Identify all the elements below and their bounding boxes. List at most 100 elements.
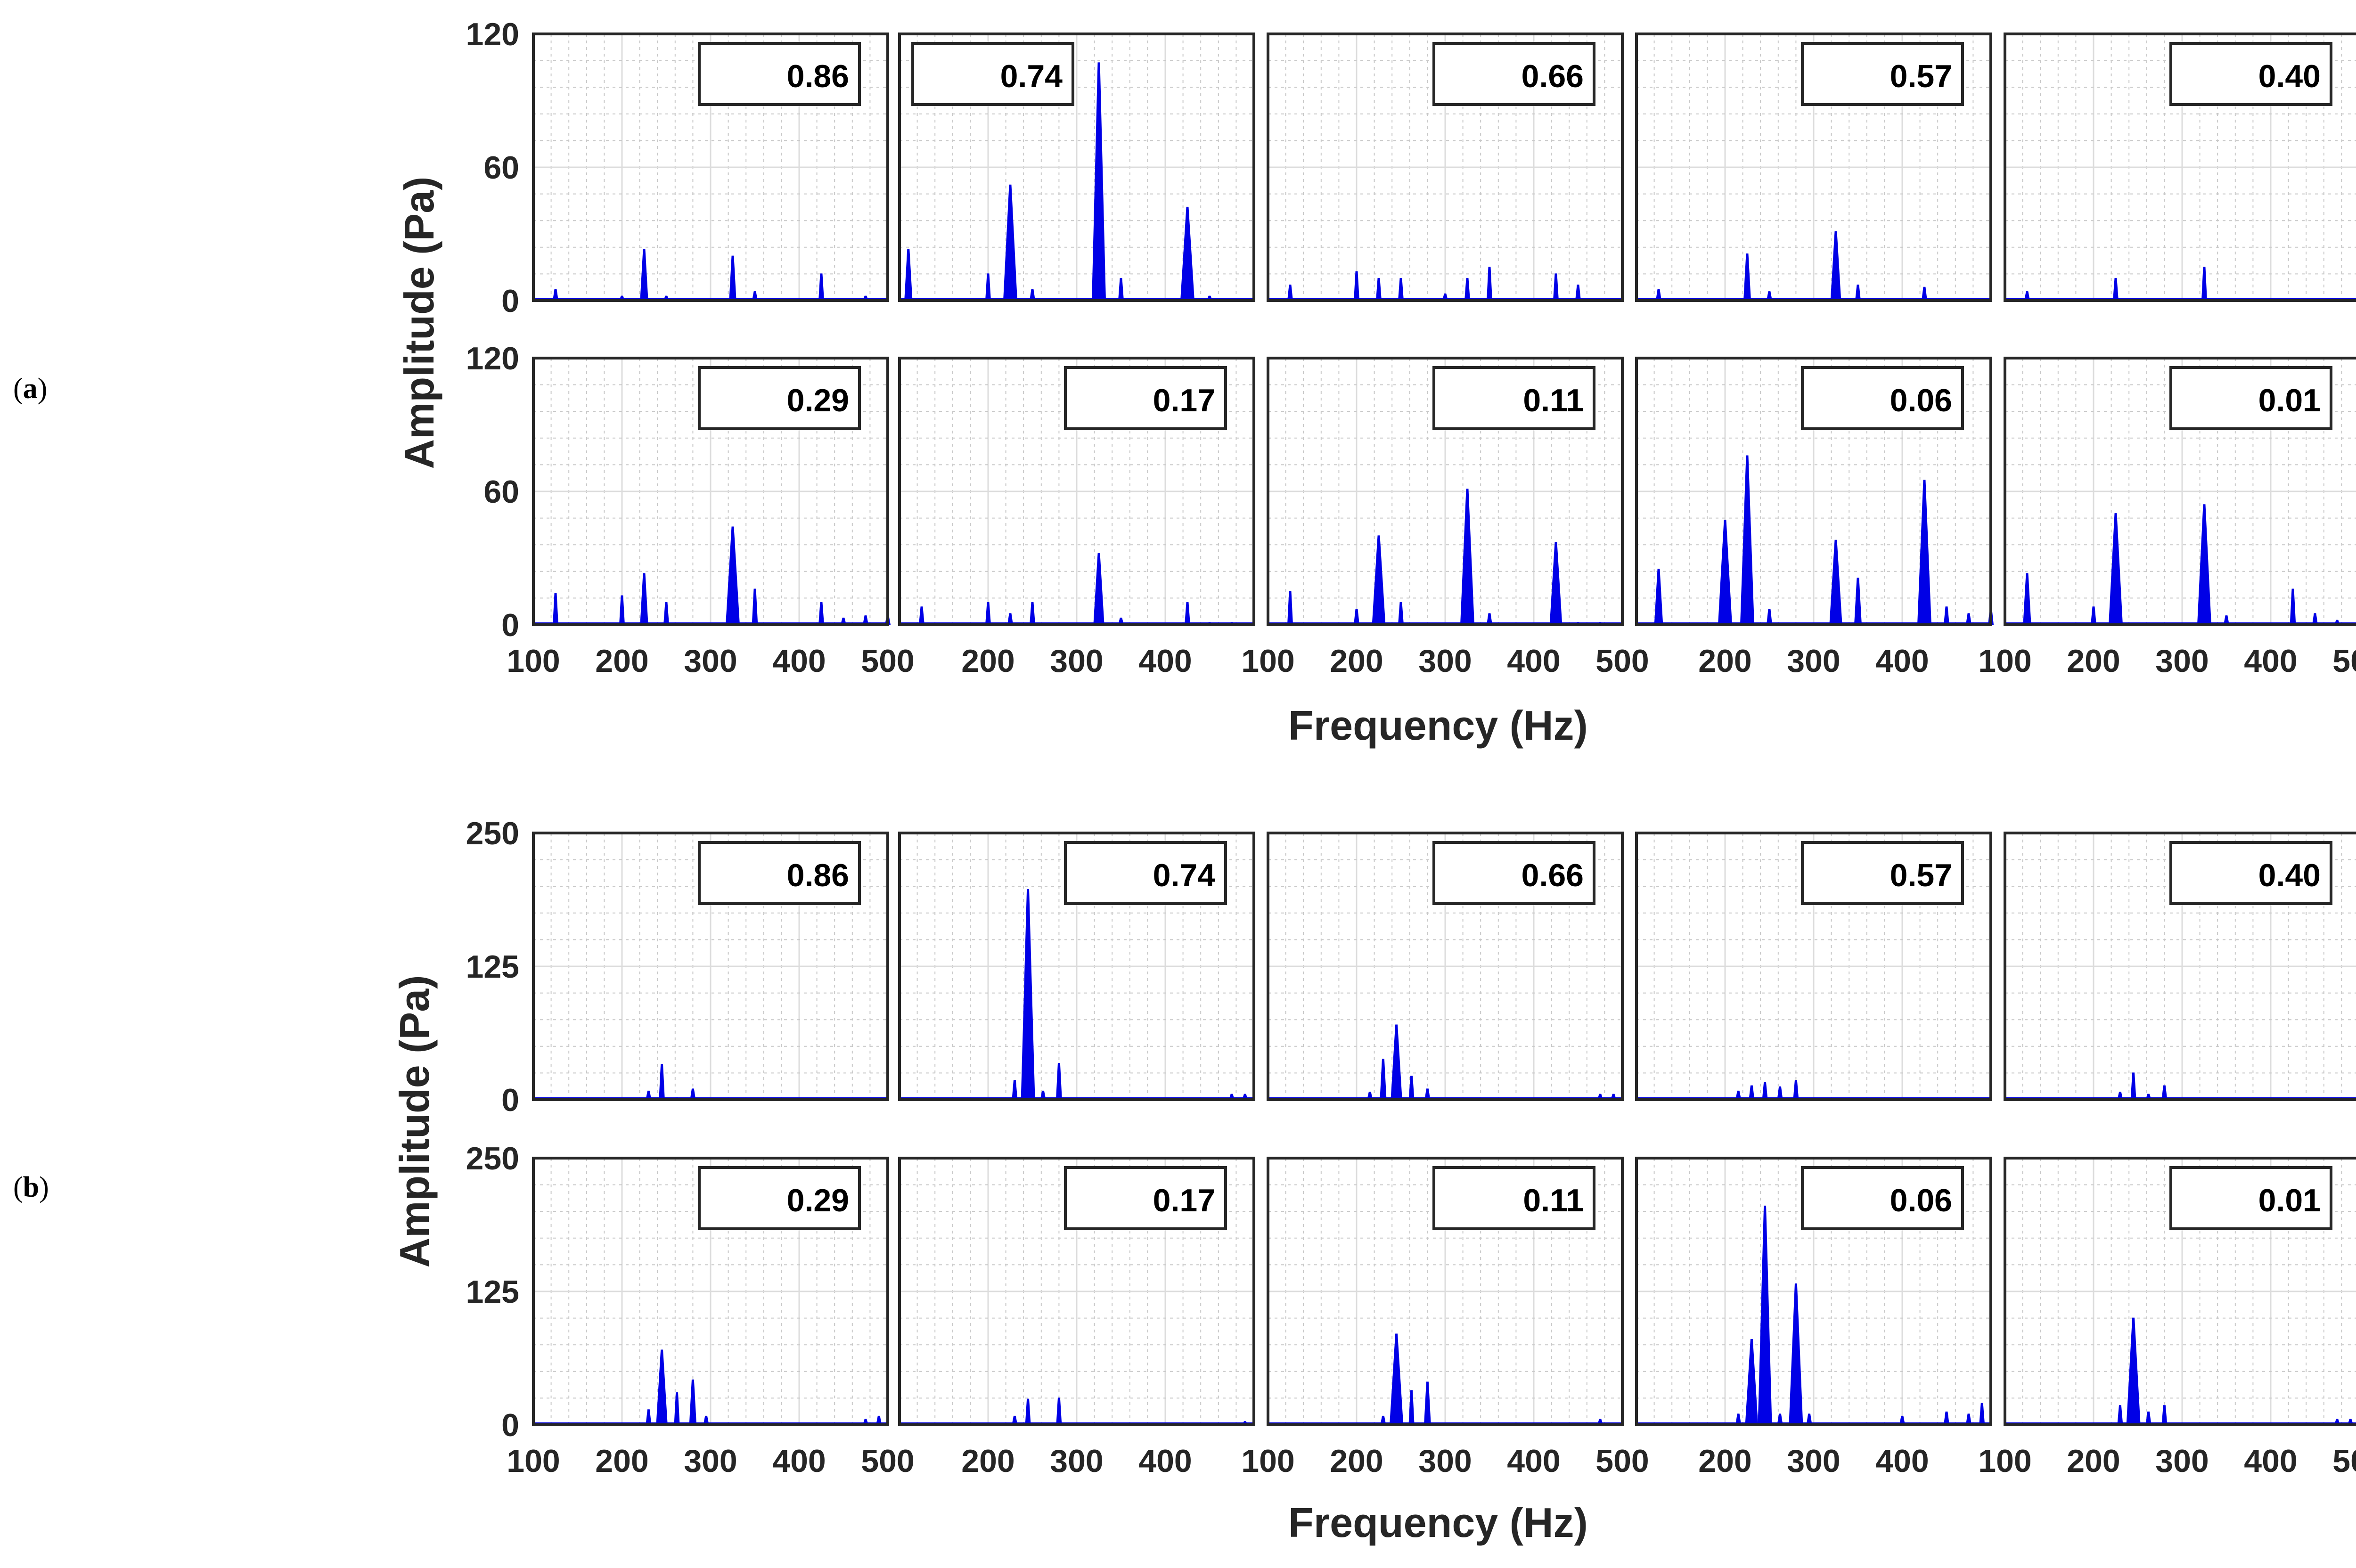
axes-frame <box>898 357 1255 626</box>
x-tick-label: 100 <box>1978 1443 2031 1479</box>
legend-box <box>1801 841 1964 905</box>
legend-label: 0.29 <box>787 1183 849 1218</box>
x-tick-label: 400 <box>772 1443 826 1479</box>
subplot-b-3-4: 0.01 100 200 300 400 500 <box>1978 1157 2356 1479</box>
axes-frame <box>2004 357 2356 626</box>
x-tick-label: 100 <box>1241 643 1294 679</box>
x-tick-label: 300 <box>1050 1443 1103 1479</box>
legend-box <box>698 841 861 905</box>
legend-label: 0.01 <box>2258 1183 2321 1218</box>
y-axis-label-a: Amplitude (Pa) <box>396 177 442 469</box>
legend-label: 0.06 <box>1890 1183 1952 1218</box>
x-tick-label: 200 <box>1698 1443 1751 1479</box>
axes-frame <box>898 33 1255 302</box>
x-tick-label: 400 <box>2244 643 2297 679</box>
subplot-b-3-3: 0.06 200 300 400 <box>1635 1157 1992 1479</box>
x-tick-label: 200 <box>961 1443 1014 1479</box>
x-tick-label: 100 <box>1978 643 2031 679</box>
legend-label: 0.86 <box>787 858 849 893</box>
x-tick-label: 400 <box>1138 1443 1192 1479</box>
subplot-b-2-4: 0.40 <box>2004 832 2356 1101</box>
x-tick-label: 500 <box>1595 643 1649 679</box>
legend-box <box>1801 1166 1964 1230</box>
x-tick-label: 400 <box>1875 643 1929 679</box>
part-label-a: (a) <box>13 373 47 405</box>
x-tick-label: 200 <box>595 1443 648 1479</box>
legend-box <box>911 42 1074 106</box>
legend-box <box>2169 42 2332 106</box>
subplot-a-1-0: 0.29 0 60 120 100 200 300 400 500 <box>466 341 915 679</box>
legend-label: 0.01 <box>2258 383 2321 418</box>
y-tick-label: 250 <box>466 816 519 851</box>
axes-frame <box>532 1157 889 1426</box>
subplot-a-1-1: 0.17 200 300 400 <box>898 357 1255 679</box>
legend-box <box>2169 841 2332 905</box>
x-tick-label: 200 <box>1330 643 1383 679</box>
legend-label: 0.66 <box>1522 58 1584 94</box>
axes-frame <box>2004 33 2356 302</box>
part-label-b: (b) <box>13 1171 49 1203</box>
axes-frame <box>1635 33 1992 302</box>
axes-frame <box>1635 357 1992 626</box>
y-tick-label: 0 <box>501 283 519 319</box>
x-tick-label: 100 <box>507 1443 560 1479</box>
subplot-a-1-3: 0.06 200 300 400 <box>1635 357 1994 679</box>
y-tick-label: 0 <box>501 1082 519 1118</box>
x-tick-label: 400 <box>1138 643 1192 679</box>
y-tick-label: 0 <box>501 607 519 643</box>
x-tick-label: 400 <box>1507 643 1560 679</box>
subplot-a-0-2: 0.66 <box>1267 33 1624 302</box>
legend-box <box>1801 366 1964 430</box>
legend-box <box>1064 841 1227 905</box>
y-tick-label: 125 <box>466 1274 519 1310</box>
x-tick-label: 300 <box>2155 643 2209 679</box>
x-tick-label: 400 <box>772 643 826 679</box>
legend-label: 0.57 <box>1890 858 1952 893</box>
axes-frame <box>1635 832 1992 1101</box>
axes-frame <box>898 1157 1255 1426</box>
subplot-b-2-2: 0.66 <box>1267 832 1624 1101</box>
x-tick-label: 500 <box>861 643 914 679</box>
axes-frame <box>2004 832 2356 1101</box>
legend-label: 0.57 <box>1890 58 1952 94</box>
subplot-a-0-1: 0.74 <box>898 33 1255 302</box>
legend-label: 0.66 <box>1522 858 1584 893</box>
legend-box <box>1064 366 1227 430</box>
x-axis-label-b: Frequency (Hz) <box>1288 1499 1588 1546</box>
x-tick-label: 300 <box>1787 1443 1840 1479</box>
x-axis-label-a: Frequency (Hz) <box>1288 702 1588 749</box>
legend-label: 0.17 <box>1153 383 1215 418</box>
legend-label: 0.06 <box>1890 383 1952 418</box>
y-tick-label: 125 <box>466 949 519 985</box>
x-tick-label: 100 <box>507 643 560 679</box>
x-tick-label: 200 <box>961 643 1014 679</box>
x-tick-label: 300 <box>1050 643 1103 679</box>
subplot-b-2-0: 0.86 0 125 250 <box>466 816 889 1118</box>
axes-frame <box>1267 33 1624 302</box>
legend-label: 0.11 <box>1523 383 1584 418</box>
x-tick-label: 400 <box>1875 1443 1929 1479</box>
subplot-a-1-2: 0.11 100 200 300 400 500 <box>1241 357 1649 679</box>
legend-box <box>698 42 861 106</box>
x-tick-label: 200 <box>1330 1443 1383 1479</box>
subplot-a-0-4: 0.40 <box>2004 33 2356 302</box>
x-tick-label: 300 <box>1418 643 1472 679</box>
axes-frame <box>1267 1157 1624 1426</box>
legend-label: 0.11 <box>1523 1183 1584 1218</box>
x-tick-label: 200 <box>595 643 648 679</box>
y-tick-label: 60 <box>483 150 519 186</box>
subplot-a-0-0: 0.86 0 60 120 <box>466 16 889 319</box>
legend-label: 0.86 <box>787 58 849 94</box>
axes-frame <box>532 832 889 1101</box>
legend-label: 0.40 <box>2258 858 2321 893</box>
subplot-b-2-3: 0.57 <box>1635 832 1992 1101</box>
axes-frame <box>532 33 889 302</box>
y-axis-label-b: Amplitude (Pa) <box>391 975 438 1268</box>
axes-frame <box>1267 832 1624 1101</box>
legend-label: 0.74 <box>1000 58 1063 94</box>
x-tick-label: 400 <box>1507 1443 1560 1479</box>
x-tick-label: 200 <box>1698 643 1751 679</box>
x-tick-label: 300 <box>1418 1443 1472 1479</box>
legend-box <box>1432 1166 1595 1230</box>
